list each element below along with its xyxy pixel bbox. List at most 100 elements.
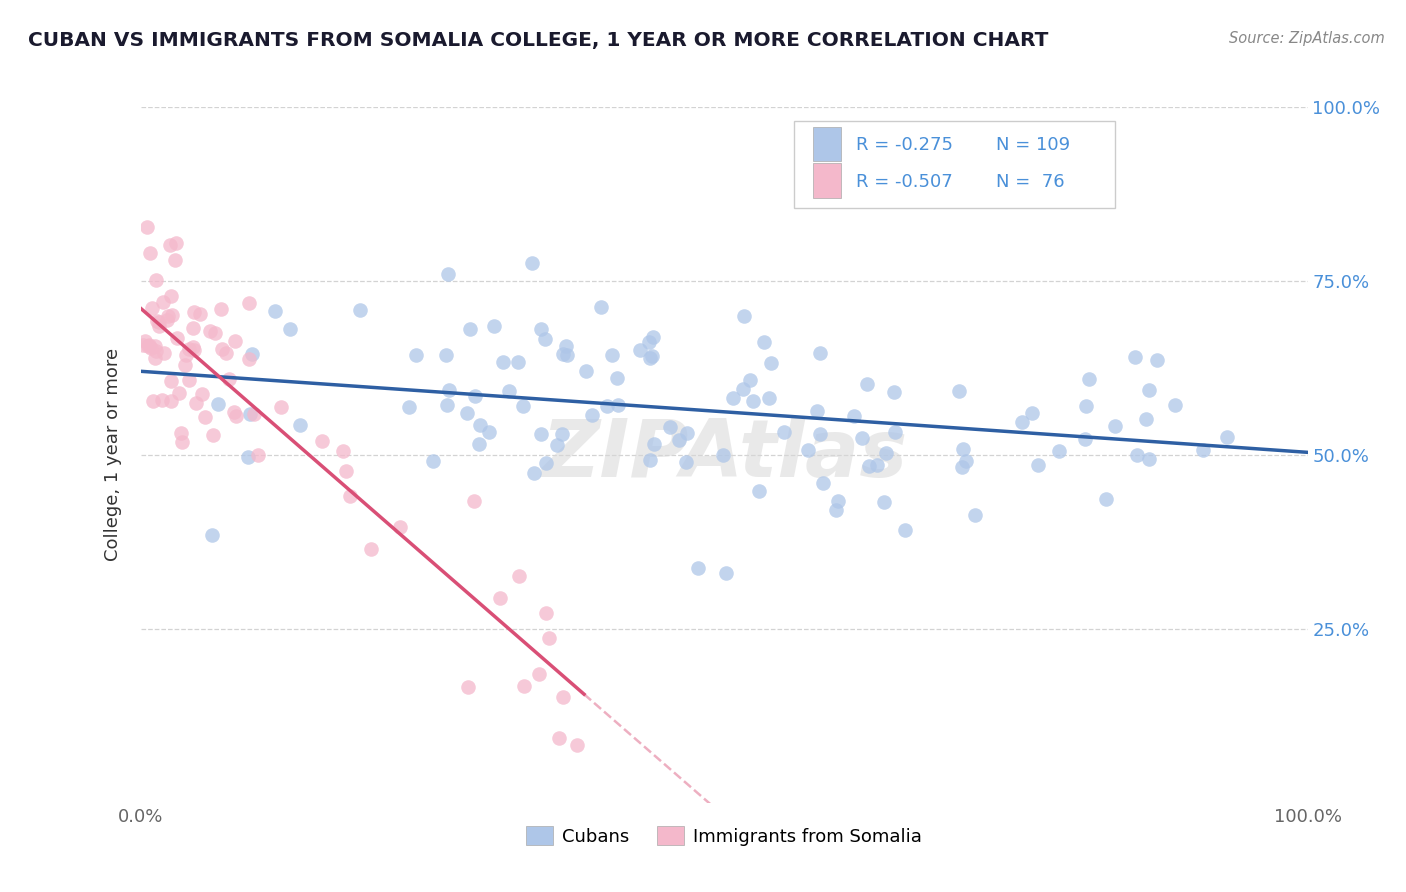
- Point: [160, 308, 183, 322]
- Point: [658, 420, 681, 434]
- Point: [1021, 405, 1043, 419]
- Point: [468, 418, 491, 433]
- Point: [808, 427, 831, 442]
- Point: [169, 425, 191, 440]
- Point: [422, 454, 444, 468]
- Point: [145, 273, 167, 287]
- Point: [557, 348, 579, 362]
- Point: [523, 466, 546, 480]
- Point: [721, 391, 744, 405]
- Text: R = -0.275: R = -0.275: [856, 136, 953, 154]
- Point: [506, 355, 529, 369]
- Point: [1216, 429, 1239, 443]
- Point: [177, 373, 200, 387]
- Point: [675, 425, 697, 440]
- Point: [806, 403, 828, 417]
- Point: [464, 389, 486, 403]
- Point: [191, 387, 214, 401]
- Point: [761, 356, 783, 370]
- Point: [813, 475, 835, 490]
- Point: [752, 334, 775, 349]
- Text: CUBAN VS IMMIGRANTS FROM SOMALIA COLLEGE, 1 YEAR OR MORE CORRELATION CHART: CUBAN VS IMMIGRANTS FROM SOMALIA COLLEGE…: [28, 31, 1049, 50]
- Text: Source: ZipAtlas.com: Source: ZipAtlas.com: [1229, 31, 1385, 46]
- Point: [478, 425, 501, 440]
- Point: [332, 444, 354, 458]
- Point: [186, 395, 208, 409]
- Point: [160, 374, 183, 388]
- Point: [148, 314, 170, 328]
- Point: [169, 386, 191, 401]
- Point: [855, 377, 877, 392]
- Text: N =  76: N = 76: [995, 173, 1064, 191]
- Point: [1123, 350, 1146, 364]
- Point: [174, 358, 197, 372]
- Point: [183, 304, 205, 318]
- Point: [1164, 398, 1187, 412]
- Point: [553, 347, 575, 361]
- Point: [148, 319, 170, 334]
- Point: [222, 404, 245, 418]
- Point: [157, 309, 180, 323]
- FancyBboxPatch shape: [813, 163, 841, 198]
- Point: [159, 238, 181, 252]
- Point: [546, 438, 568, 452]
- Point: [1047, 443, 1070, 458]
- Point: [165, 236, 187, 251]
- Point: [1137, 383, 1160, 397]
- Point: [136, 338, 159, 352]
- Point: [589, 300, 612, 314]
- Point: [1095, 492, 1118, 507]
- Point: [875, 446, 897, 460]
- Point: [508, 569, 530, 583]
- Point: [1076, 400, 1098, 414]
- Point: [218, 372, 240, 386]
- Point: [1126, 448, 1149, 462]
- Text: R = -0.507: R = -0.507: [856, 173, 953, 191]
- Point: [170, 434, 193, 449]
- Point: [138, 338, 160, 352]
- Point: [174, 348, 197, 362]
- Point: [628, 343, 651, 357]
- Point: [434, 348, 457, 362]
- Point: [513, 679, 536, 693]
- Point: [551, 690, 574, 705]
- Point: [224, 334, 246, 349]
- Text: N = 109: N = 109: [995, 136, 1070, 154]
- Point: [160, 289, 183, 303]
- Point: [202, 428, 225, 442]
- Y-axis label: College, 1 year or more: College, 1 year or more: [104, 349, 122, 561]
- Point: [225, 409, 247, 423]
- Point: [1191, 443, 1213, 458]
- Point: [405, 348, 427, 362]
- Point: [204, 326, 226, 340]
- Point: [825, 503, 848, 517]
- Point: [893, 523, 915, 537]
- Point: [733, 310, 755, 324]
- Point: [1028, 458, 1050, 472]
- Point: [827, 494, 849, 508]
- Point: [436, 267, 458, 281]
- Point: [141, 301, 163, 315]
- Point: [181, 321, 204, 335]
- Point: [948, 384, 970, 399]
- Point: [139, 245, 162, 260]
- Point: [156, 313, 179, 327]
- Point: [150, 393, 173, 408]
- Point: [714, 566, 737, 581]
- Point: [165, 253, 187, 268]
- Point: [581, 409, 603, 423]
- Point: [311, 434, 333, 448]
- Point: [153, 346, 176, 360]
- Point: [600, 348, 623, 362]
- Point: [950, 459, 973, 474]
- Point: [643, 436, 665, 450]
- Point: [270, 401, 292, 415]
- Point: [145, 344, 167, 359]
- Point: [955, 454, 977, 468]
- Point: [872, 495, 894, 509]
- Point: [640, 452, 662, 467]
- Point: [437, 383, 460, 397]
- Point: [711, 448, 734, 462]
- Point: [188, 308, 211, 322]
- Point: [166, 331, 188, 345]
